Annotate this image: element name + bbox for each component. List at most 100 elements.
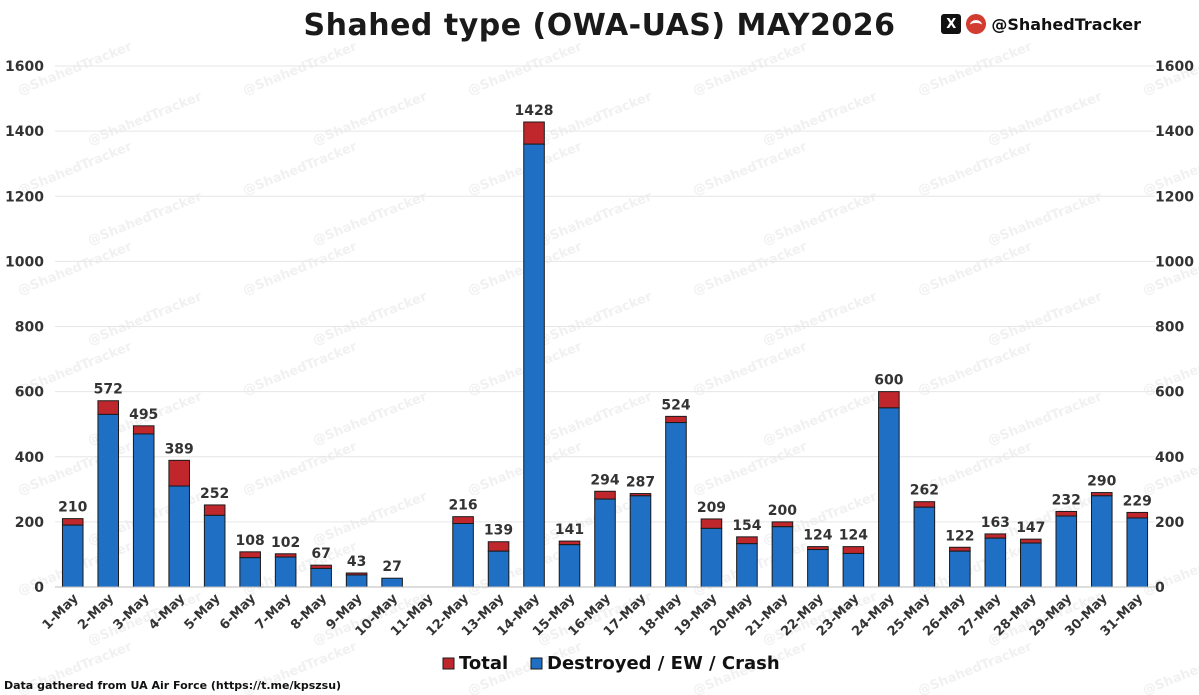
bar-total-segment: [487, 541, 510, 552]
watermark-text: @ShahedTracker: [241, 39, 360, 99]
bar-data-label: 209: [697, 500, 726, 516]
watermark-text: @ShahedTracker: [241, 439, 360, 499]
y-tick-label-right: 200: [1155, 515, 1184, 531]
bar-destroyed-segment: [984, 537, 1007, 588]
bar-total-segment: [878, 391, 900, 409]
shahed-tracker-logo-icon: [966, 14, 987, 34]
bar-destroyed-segment: [736, 543, 758, 588]
bar-total-segment: [1055, 510, 1078, 517]
watermark-text: @ShahedTracker: [691, 139, 810, 199]
bar-total-segment: [61, 518, 84, 526]
watermark-text: @ShahedTracker: [986, 389, 1105, 449]
y-tick-label-right: 400: [1155, 450, 1184, 466]
watermark-text: @ShahedTracker: [1141, 639, 1199, 695]
bar-data-label: 389: [165, 441, 194, 457]
bar-data-label: 524: [661, 397, 690, 413]
watermark-text: @ShahedTracker: [86, 289, 205, 349]
bar-data-label: 262: [910, 483, 939, 499]
bar-data-label: 572: [94, 382, 123, 398]
bar-total-segment: [842, 546, 865, 554]
bar-destroyed-segment: [594, 498, 616, 588]
watermark-text: @ShahedTracker: [916, 239, 1035, 299]
x-tick-label: 1-May: [40, 591, 82, 633]
watermark-text: @ShahedTracker: [241, 239, 360, 299]
watermark-text: @ShahedTracker: [241, 139, 360, 199]
bar-data-label: 43: [347, 554, 366, 570]
x-tick-label: 7-May: [253, 591, 295, 633]
y-tick-label-left: 1400: [5, 124, 44, 140]
bar-destroyed-segment: [239, 557, 261, 588]
bar-destroyed-segment: [345, 574, 368, 588]
watermark-text: @ShahedTracker: [311, 489, 430, 549]
bar-destroyed-segment: [558, 544, 581, 588]
watermark-text: @ShahedTracker: [916, 39, 1035, 99]
bar-total-segment: [771, 521, 794, 528]
bar-data-label: 1428: [515, 103, 554, 119]
bar-destroyed-segment: [1090, 495, 1113, 588]
bar-total-segment: [558, 540, 581, 546]
y-tick-label-left: 1200: [5, 189, 44, 205]
legend-label-total: Total: [459, 653, 508, 674]
bar-data-label: 294: [590, 472, 619, 488]
bar-data-label: 200: [768, 503, 797, 519]
watermark-text: @ShahedTracker: [916, 139, 1035, 199]
watermark-text: @ShahedTracker: [86, 89, 205, 149]
watermark-text: @ShahedTracker: [311, 189, 430, 249]
bar-total-segment: [1126, 511, 1149, 519]
legend-label-destroyed: Destroyed / EW / Crash: [547, 653, 780, 674]
bar-data-label: 139: [484, 523, 513, 539]
bar-destroyed-segment: [1126, 517, 1149, 588]
x-tick-label: 8-May: [288, 591, 330, 633]
watermark-text: @ShahedTracker: [466, 39, 585, 99]
bar-total-segment: [203, 504, 226, 516]
bar-destroyed-segment: [452, 523, 474, 588]
bar-destroyed-segment: [807, 549, 829, 588]
bar-data-label: 287: [626, 475, 655, 491]
y-tick-label-left: 1600: [5, 59, 44, 75]
bar-total-segment: [1020, 538, 1042, 544]
x-tick-label: 6-May: [217, 591, 259, 633]
watermark-text: @ShahedTracker: [761, 389, 880, 449]
bar-destroyed-segment: [61, 524, 84, 588]
bar-data-label: 600: [874, 373, 903, 389]
y-tick-label-left: 600: [15, 385, 44, 401]
bar-total-segment: [700, 518, 723, 529]
y-tick-label-right: 1400: [1155, 124, 1194, 140]
watermark-text: @ShahedTracker: [311, 389, 430, 449]
watermark-text: @ShahedTracker: [916, 339, 1035, 399]
bar-total-segment: [168, 459, 190, 487]
y-tick-label-left: 800: [15, 320, 44, 336]
bar-data-label: 232: [1052, 492, 1081, 508]
x-logo-icon: X: [941, 14, 962, 34]
bar-destroyed-segment: [310, 567, 332, 588]
bar-total-segment: [949, 546, 971, 552]
watermark-text: @ShahedTracker: [986, 189, 1105, 249]
watermark-text: @ShahedTracker: [691, 239, 810, 299]
watermark-text: @ShahedTracker: [536, 89, 655, 149]
watermark-text: @ShahedTracker: [691, 39, 810, 99]
bar-destroyed-segment: [771, 526, 794, 588]
watermark-text: @ShahedTracker: [536, 289, 655, 349]
bar-data-label: 229: [1123, 493, 1152, 509]
bar-data-label: 141: [555, 522, 584, 538]
y-tick-label-right: 800: [1155, 320, 1184, 336]
watermark-text: @ShahedTracker: [691, 339, 810, 399]
watermark-text: @ShahedTracker: [536, 189, 655, 249]
bar-data-label: 154: [732, 518, 761, 534]
watermark-text: @ShahedTracker: [1141, 539, 1199, 599]
y-tick-label-left: 1000: [5, 254, 44, 270]
brand[interactable]: X @ShahedTracker: [941, 14, 1141, 34]
watermark-text: @ShahedTracker: [1141, 439, 1199, 499]
bar-destroyed-segment: [274, 556, 297, 588]
watermark-text: @ShahedTracker: [536, 389, 655, 449]
watermark-text: @ShahedTracker: [86, 189, 205, 249]
watermark-text: @ShahedTracker: [311, 289, 430, 349]
y-tick-label-left: 200: [15, 515, 44, 531]
bar-destroyed-segment: [381, 577, 403, 588]
bar-destroyed-segment: [913, 506, 936, 588]
bar-destroyed-segment: [700, 527, 723, 588]
y-tick-label-right: 0: [1155, 580, 1165, 596]
bar-data-label: 108: [236, 533, 265, 549]
bar-destroyed-segment: [1020, 542, 1042, 588]
